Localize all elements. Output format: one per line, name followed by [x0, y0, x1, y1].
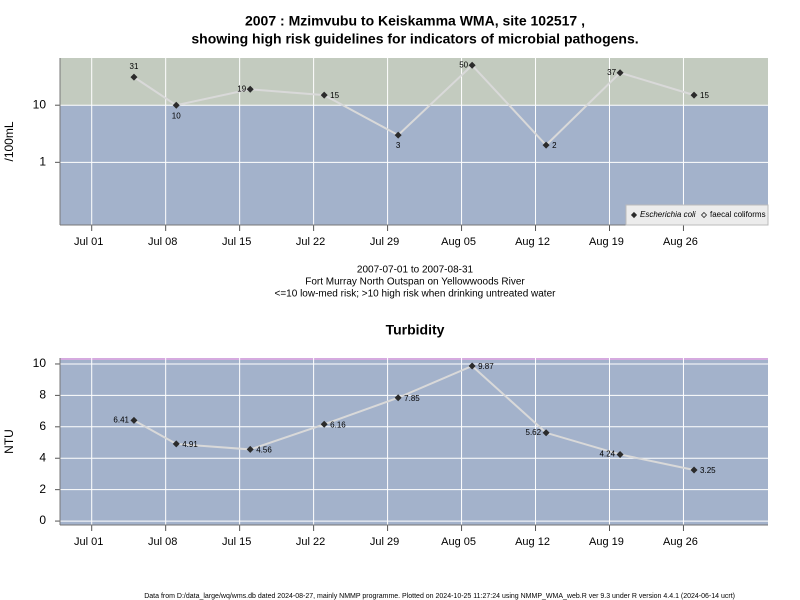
data-label: 5.62: [526, 428, 542, 437]
data-label: 9.87: [478, 362, 494, 371]
x-tick-label: Aug 19: [589, 536, 624, 548]
x-tick-label: Aug 05: [441, 236, 476, 248]
chart-subtitle: <=10 low-med risk; >10 high risk when dr…: [275, 289, 557, 300]
data-label: 4.56: [256, 446, 272, 455]
data-label: 6.16: [330, 420, 346, 429]
data-label: 4.24: [599, 450, 615, 459]
y-tick-label: 0: [39, 513, 46, 527]
footer: Data from D:/data_large/wq/wms.db dated …: [144, 593, 735, 600]
chart-title: Turbidity: [386, 322, 445, 338]
y-tick-label: 8: [39, 388, 46, 402]
data-label: 3: [396, 141, 401, 150]
data-label: 2: [552, 141, 557, 150]
data-point: [468, 362, 476, 370]
x-tick-label: Aug 05: [441, 536, 476, 548]
x-tick-label: Jul 08: [148, 536, 177, 548]
data-label: 3.25: [700, 466, 716, 475]
x-tick-label: Aug 12: [515, 536, 550, 548]
data-label: 15: [700, 91, 709, 100]
x-tick-label: Jul 29: [370, 536, 399, 548]
data-point: [690, 91, 698, 99]
legend-box: [625, 204, 769, 226]
y-tick-label: 10: [33, 97, 47, 111]
data-point: [172, 440, 180, 448]
data-point: [320, 91, 328, 99]
x-tick-label: Jul 15: [222, 536, 251, 548]
legend-marker: [630, 211, 638, 219]
data-point: [320, 420, 328, 428]
data-point: [394, 131, 402, 139]
data-label: 31: [130, 62, 139, 71]
data-point: [130, 416, 138, 424]
data-point: [690, 466, 698, 474]
y-tick-label: 6: [39, 419, 46, 433]
data-label: 6.41: [113, 415, 129, 424]
x-tick-label: Aug 19: [589, 236, 624, 248]
x-tick-label: Jul 22: [296, 536, 325, 548]
y-tick-label: 1: [39, 155, 46, 169]
data-label: 10: [172, 111, 181, 120]
y-tick-label: 4: [39, 450, 46, 464]
x-tick-label: Jul 08: [148, 236, 177, 248]
chart-subtitle: Fort Murray North Outspan on Yellowwoods…: [305, 277, 525, 288]
x-tick-label: Jul 22: [296, 236, 325, 248]
data-label: 15: [330, 91, 339, 100]
y-axis-label: NTU: [2, 429, 16, 454]
x-tick-label: Aug 26: [663, 236, 698, 248]
data-label: 50: [459, 60, 468, 69]
data-point: [542, 141, 550, 149]
chart-title: showing high risk guidelines for indicat…: [191, 31, 638, 47]
chart-subtitle: 2007-07-01 to 2007-08-31: [357, 265, 474, 276]
y-axis-label: /100mL: [2, 121, 16, 161]
data-point: [130, 73, 138, 81]
x-tick-label: Jul 01: [74, 536, 103, 548]
x-tick-label: Jul 01: [74, 236, 103, 248]
chart-title: 2007 : Mzimvubu to Keiskamma WMA, site 1…: [245, 13, 585, 29]
plot-background: [60, 358, 768, 525]
data-point: [246, 85, 254, 93]
x-tick-label: Aug 12: [515, 236, 550, 248]
data-label: 37: [607, 68, 616, 77]
x-tick-label: Jul 29: [370, 236, 399, 248]
x-tick-label: Aug 26: [663, 536, 698, 548]
legend-marker: [700, 211, 708, 219]
data-point: [394, 394, 402, 402]
data-point: [542, 429, 550, 437]
data-label: 19: [237, 84, 246, 93]
data-point: [172, 101, 180, 109]
data-point: [468, 61, 476, 69]
data-point: [616, 69, 624, 77]
data-label: 7.85: [404, 394, 420, 403]
x-tick-label: Jul 15: [222, 236, 251, 248]
y-tick-label: 10: [33, 356, 47, 370]
y-tick-label: 2: [39, 482, 46, 496]
data-label: 4.91: [182, 440, 198, 449]
legend-label: faecal coliforms: [710, 210, 766, 219]
data-point: [616, 450, 624, 458]
data-point: [246, 445, 254, 453]
legend-label: Escherichia coli: [640, 210, 696, 219]
